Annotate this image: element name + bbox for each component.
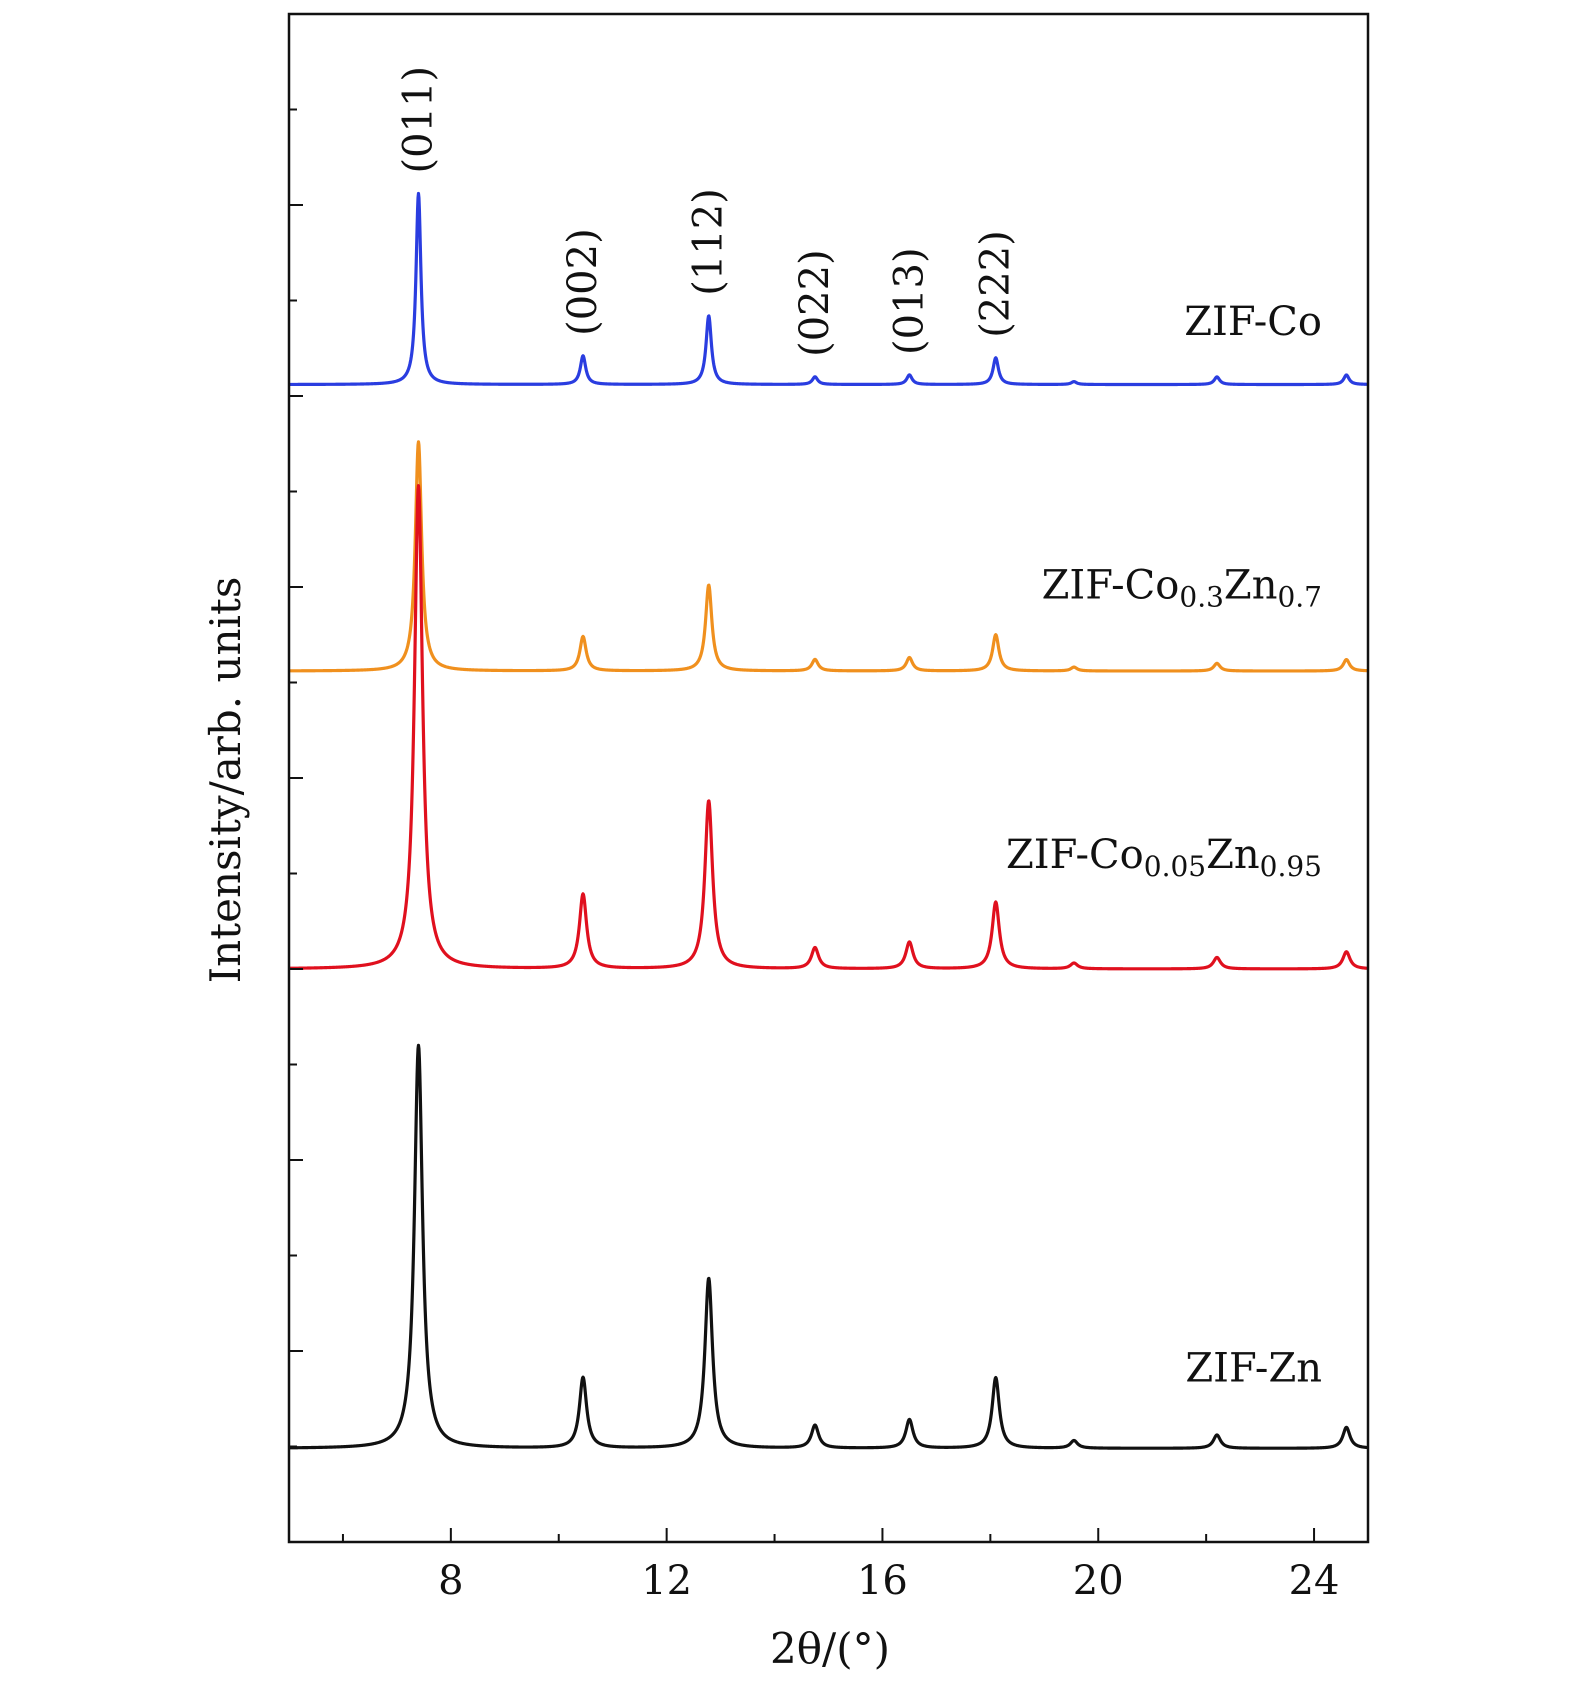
peak-label-112: (112): [686, 188, 732, 296]
series-label-1: ZIF-Co0.3Zn0.7: [1042, 562, 1322, 613]
x-tick-label: 20: [1073, 1558, 1124, 1604]
series-label-2: ZIF-Co0.05Zn0.95: [1006, 832, 1322, 883]
x-tick-label: 12: [641, 1558, 692, 1604]
series-line-zif-co-2: [287, 484, 1370, 971]
peak-label-022: (022): [792, 249, 838, 357]
series-line-zif-zn-3: [287, 1043, 1370, 1450]
peak-label-013: (013): [886, 247, 932, 355]
x-tick-label: 8: [438, 1558, 463, 1604]
x-tick-label: 24: [1289, 1558, 1340, 1604]
series-line-zif-co-0: [287, 191, 1370, 387]
y-axis-title: Intensity/arb. units: [201, 577, 250, 984]
series-line-zif-co-1: [287, 440, 1370, 673]
series-label-3: ZIF-Zn: [1185, 1346, 1322, 1392]
series-label-0: ZIF-Co: [1184, 299, 1322, 345]
plot-area: 8 12 16 20 24 (011) (002) (112) (022) (013) (222) Z…: [287, 12, 1370, 1604]
x-axis-title: 2θ/(°): [770, 1624, 890, 1673]
plot-frame: [287, 12, 1370, 1544]
x-tick-label: 16: [857, 1558, 908, 1604]
peak-label-222: (222): [973, 230, 1019, 338]
peak-label-002: (002): [560, 228, 606, 336]
peak-label-011: (011): [395, 66, 441, 174]
